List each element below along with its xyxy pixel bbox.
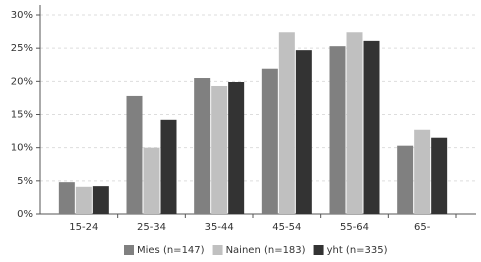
x-tick-label: 25-34 [137, 222, 166, 233]
legend-swatch [313, 245, 324, 255]
legend-label: yht (n=335) [327, 245, 388, 256]
legend-swatch [212, 245, 223, 255]
bar [92, 186, 109, 214]
bar [278, 32, 295, 214]
bar [397, 145, 414, 214]
y-tick-label: 25% [11, 43, 33, 54]
x-tick-label: 35-44 [205, 222, 234, 233]
legend-label: Mies (n=147) [137, 245, 205, 256]
bar [414, 129, 431, 214]
y-tick-label: 0% [17, 209, 33, 220]
legend-swatch [124, 245, 134, 255]
bar [228, 81, 245, 214]
legend-label: Nainen (n=183) [226, 245, 306, 256]
bar [431, 137, 448, 214]
y-tick-label: 5% [17, 176, 33, 187]
x-tick-label: 15-24 [69, 222, 98, 233]
bar [58, 182, 75, 214]
y-tick-label: 15% [11, 110, 33, 121]
bar [346, 32, 363, 214]
bar [143, 147, 160, 214]
bar [160, 119, 177, 214]
bar [211, 85, 228, 214]
bar [261, 68, 278, 214]
x-tick-label: 45-54 [272, 222, 301, 233]
bar [75, 186, 92, 214]
bar [126, 95, 143, 214]
y-tick-label: 10% [11, 143, 33, 154]
y-tick-label: 20% [11, 76, 33, 87]
bar [363, 40, 380, 215]
legend: Mies (n=147) Nainen (n=183) yht (n=335) [124, 245, 388, 256]
bar [194, 78, 211, 215]
x-tick-label: 65- [414, 222, 431, 233]
bar [329, 46, 346, 214]
x-tick-label: 55-64 [340, 222, 369, 233]
bar [295, 50, 312, 215]
y-tick-label: 30% [11, 10, 33, 21]
